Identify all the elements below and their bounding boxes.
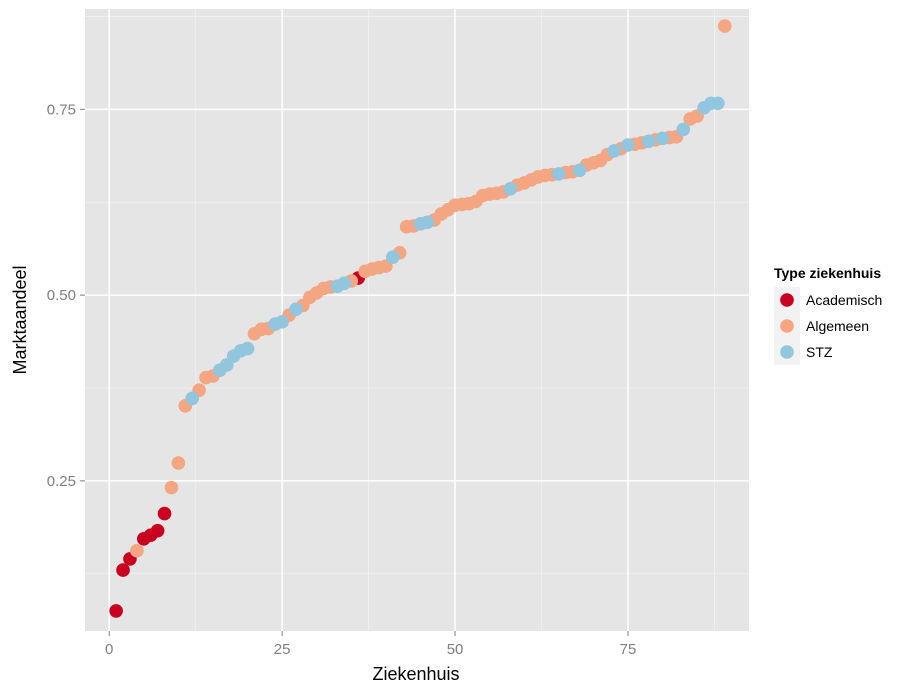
legend-key-algemeen xyxy=(780,319,794,333)
data-point-algemeen xyxy=(717,19,732,33)
data-point-academisch xyxy=(157,506,172,521)
legend-key-academisch xyxy=(780,293,794,307)
legend-label: STZ xyxy=(806,344,833,360)
data-point-stz xyxy=(621,138,635,152)
grid-major xyxy=(85,9,749,631)
data-point-algemeen xyxy=(171,456,186,470)
x-axis-title: Ziekenhuis xyxy=(372,664,459,684)
data-point-stz xyxy=(240,341,255,356)
panel-background xyxy=(85,9,749,631)
data-point-stz xyxy=(551,167,566,181)
y-tick-label: 0.50 xyxy=(47,287,76,304)
legend-key-stz xyxy=(780,345,794,359)
x-tick-label: 25 xyxy=(274,641,291,658)
x-tick-label: 50 xyxy=(447,641,464,658)
data-point-academisch xyxy=(150,523,165,538)
legend-label: Algemeen xyxy=(806,318,869,334)
data-point-stz xyxy=(185,391,200,406)
legend-keys: Academisch Algemeen STZ xyxy=(774,287,882,365)
data-point-academisch xyxy=(116,563,130,577)
data-point-stz xyxy=(337,276,352,291)
legend-title: Type ziekenhuis xyxy=(774,265,881,281)
y-tick-label: 0.75 xyxy=(47,101,76,118)
legend: Type ziekenhuis Academisch Algemeen STZ xyxy=(774,265,882,365)
data-point-academisch xyxy=(109,604,123,618)
x-tick-label: 75 xyxy=(620,641,637,658)
data-point-stz xyxy=(289,302,303,317)
x-tick-label: 0 xyxy=(105,641,113,658)
data-point-stz xyxy=(711,96,725,111)
data-points xyxy=(109,19,732,618)
data-point-stz xyxy=(385,250,400,265)
data-point-stz xyxy=(572,163,587,178)
data-point-stz xyxy=(676,122,691,137)
legend-label: Academisch xyxy=(806,292,882,308)
data-point-algemeen xyxy=(130,543,144,558)
y-axis-title: Marktaandeel xyxy=(10,265,30,374)
data-point-stz xyxy=(641,134,656,149)
data-point-algemeen xyxy=(164,480,179,495)
y-axis-ticks: 0.25 0.50 0.75 xyxy=(47,101,85,490)
data-point-stz xyxy=(420,215,435,230)
data-point-stz xyxy=(607,144,621,158)
x-axis-ticks: 0 25 50 75 xyxy=(105,631,636,658)
data-point-stz xyxy=(655,131,670,146)
y-tick-label: 0.25 xyxy=(47,473,76,490)
data-point-stz xyxy=(275,315,289,329)
data-point-stz xyxy=(503,182,518,196)
